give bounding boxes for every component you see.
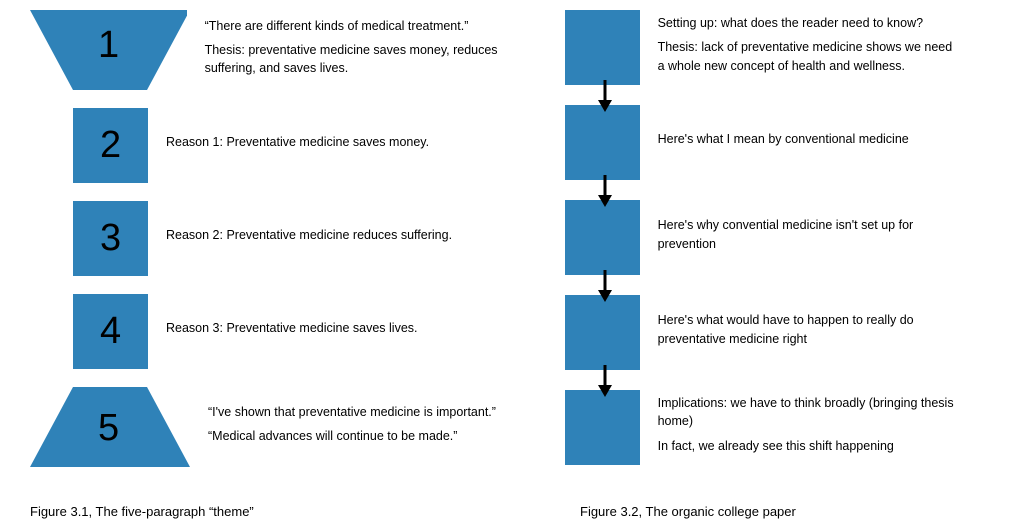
desc-line: In fact, we already see this shift happe… [658,437,958,455]
block-number: 5 [98,407,119,450]
block-desc: “I've shown that preventative medicine i… [208,403,496,451]
block-desc: “There are different kinds of medical tr… [205,17,505,83]
block-desc: Reason 1: Preventative medicine saves mo… [166,133,429,157]
figure-3-2: Setting up: what does the reader need to… [565,10,994,490]
block-desc: Setting up: what does the reader need to… [658,14,958,80]
block-number: 3 [100,217,121,260]
desc-line: Reason 2: Preventative medicine reduces … [166,226,452,244]
step-block-2: Here's what I mean by conventional medic… [565,105,909,180]
desc-line: Setting up: what does the reader need to… [658,14,958,32]
five-paragraph-diagram: 1 “There are different kinds of medical … [30,10,505,490]
paragraph-block-3: 3 Reason 2: Preventative medicine reduce… [73,201,452,276]
step-block-4: Here's what would have to happen to real… [565,295,958,370]
desc-line: Here's what I mean by conventional medic… [658,130,909,148]
desc-line: Implications: we have to think broadly (… [658,394,958,430]
figure-caption-left: Figure 3.1, The five-paragraph “theme” [30,504,254,519]
step-block-1: Setting up: what does the reader need to… [565,10,958,85]
desc-line: Here's what would have to happen to real… [658,311,958,347]
desc-line: Reason 3: Preventative medicine saves li… [166,319,418,337]
desc-line: “Medical advances will continue to be ma… [208,427,496,445]
figure-pair: 1 “There are different kinds of medical … [0,0,1024,490]
paragraph-block-4: 4 Reason 3: Preventative medicine saves … [73,294,418,369]
desc-line: Thesis: preventative medicine saves mone… [205,41,505,77]
block-number: 4 [100,310,121,353]
desc-line: Reason 1: Preventative medicine saves mo… [166,133,429,151]
down-arrow-icon [598,270,612,302]
paragraph-block-5: 5 “I've shown that preventative medicine… [30,387,496,467]
square-shape [565,295,640,370]
square-shape [565,390,640,465]
block-number: 1 [98,24,119,67]
step-block-5: Implications: we have to think broadly (… [565,390,958,465]
square-shape [565,200,640,275]
block-desc: Here's what I mean by conventional medic… [658,130,909,154]
block-desc: Reason 2: Preventative medicine reduces … [166,226,452,250]
desc-line: “I've shown that preventative medicine i… [208,403,496,421]
step-block-3: Here's why convential medicine isn't set… [565,200,958,275]
organic-paper-diagram: Setting up: what does the reader need to… [565,10,994,490]
block-desc: Here's what would have to happen to real… [658,311,958,353]
desc-line: Here's why convential medicine isn't set… [658,216,958,252]
square-shape [565,105,640,180]
down-arrow-icon [598,365,612,397]
down-arrow-icon [598,175,612,207]
block-desc: Reason 3: Preventative medicine saves li… [166,319,418,343]
figure-caption-right: Figure 3.2, The organic college paper [580,504,796,519]
desc-line: “There are different kinds of medical tr… [205,17,505,35]
down-arrow-icon [598,80,612,112]
desc-line: Thesis: lack of preventative medicine sh… [658,38,958,74]
square-shape [565,10,640,85]
block-desc: Here's why convential medicine isn't set… [658,216,958,258]
figure-3-1: 1 “There are different kinds of medical … [30,10,505,490]
paragraph-block-1: 1 “There are different kinds of medical … [30,10,505,90]
paragraph-block-2: 2 Reason 1: Preventative medicine saves … [73,108,429,183]
block-desc: Implications: we have to think broadly (… [658,394,958,460]
block-number: 2 [100,124,121,167]
